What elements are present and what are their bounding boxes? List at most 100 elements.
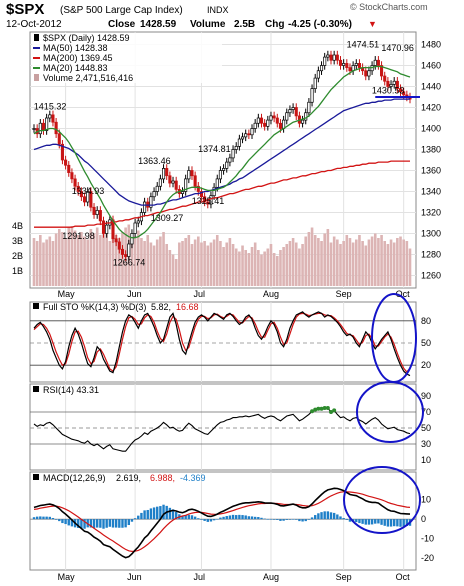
sto-legend-d: 16.68 [176, 302, 199, 312]
macd-histogram-bar [241, 515, 244, 520]
macd-histogram-bar [250, 516, 254, 520]
candle-body [367, 70, 371, 77]
macd-histogram-bar [159, 506, 162, 520]
candle-body [86, 191, 90, 203]
sto-legend-k: 5.82, [151, 302, 171, 312]
candle-body [304, 112, 308, 121]
macd-histogram-bar [269, 518, 273, 520]
macd-histogram-bar [162, 504, 165, 520]
volume-bar [222, 247, 225, 286]
candle-body [307, 101, 311, 114]
volume-bar [155, 239, 159, 286]
candle-body [149, 196, 153, 208]
moving-averages [33, 65, 420, 239]
macd-panel-content: -20 -10 0 10 [30, 487, 434, 563]
price-candles [32, 50, 412, 261]
macd-histogram-bar [399, 519, 402, 527]
macd-histogram-bar [231, 514, 235, 520]
legend-entry: Volume 2,471,516,416 [43, 73, 133, 83]
x-tick-label-top: Jul [193, 289, 205, 299]
sto-tick-label: 80 [421, 316, 431, 326]
macd-histogram-bar [386, 519, 390, 527]
volume-bar [203, 241, 206, 286]
candle-body [275, 117, 279, 124]
macd-legend: MACD(12,26,9) 2.619, 6.988, -4.369 [33, 473, 206, 483]
price-annotation: 1266.74 [113, 257, 146, 267]
candle-body [259, 117, 264, 124]
macd-histogram-bar [355, 519, 358, 523]
volume-bar [383, 241, 387, 286]
volume-bar [342, 241, 345, 286]
macd-histogram-bar [314, 515, 317, 520]
volume-bar [48, 236, 52, 286]
macd-histogram-bar [244, 515, 247, 520]
macd-histogram-bar [174, 511, 178, 520]
macd-histogram-bar [51, 517, 55, 520]
macd-histogram-bar [54, 519, 58, 520]
legend-background [32, 33, 222, 83]
close-label: Close [108, 19, 136, 30]
macd-histogram-bar [102, 519, 105, 529]
volume-bar [253, 242, 257, 286]
volume-bar [380, 235, 383, 286]
candle-body [250, 128, 254, 136]
candle-body [332, 54, 336, 61]
candle-body [127, 243, 131, 257]
volume-bar [402, 239, 405, 286]
sto-panel-content: 20 50 80 [30, 311, 431, 377]
macd-histogram-bar [326, 511, 330, 520]
price-annotation: 1334.93 [72, 186, 105, 196]
candle-body [124, 254, 128, 257]
x-tick-label-bottom: Oct [396, 572, 411, 582]
macd-histogram-bar [190, 515, 194, 520]
macd-histogram-bar [323, 511, 326, 520]
volume-bar [238, 251, 241, 286]
volume-bar [206, 245, 210, 286]
candle-body [117, 241, 121, 250]
price-axis: 1260 1280 1300 1320 1340 1360 1380 1400 1420 1440… [12, 40, 441, 281]
price-tick-label: 1440 [421, 82, 441, 92]
rsi-highlight-circle [356, 381, 424, 443]
candle-body [329, 54, 333, 61]
macd-histogram-bar [143, 510, 146, 520]
volume-bar [332, 236, 336, 286]
volume-bar [140, 238, 143, 286]
candle-body [278, 122, 283, 129]
volume-bar [114, 235, 118, 286]
rsi-overbought-marker [319, 406, 324, 411]
macd-histogram-bar [342, 517, 345, 520]
candle-body [51, 114, 55, 123]
volume-bar [228, 238, 232, 286]
volume-bar [386, 244, 390, 286]
candle-body [136, 220, 140, 224]
volume-bar [80, 232, 83, 286]
macd-histogram-bar [58, 519, 61, 522]
candle-body [180, 191, 185, 194]
volume-bar [219, 241, 222, 286]
macd-histogram-bar [304, 519, 307, 522]
macd-histogram-bar [389, 519, 393, 527]
volume-bar [263, 251, 266, 286]
volume-bar [39, 235, 42, 286]
volume-bar [320, 241, 323, 286]
price-tick-label: 1380 [421, 145, 441, 155]
sto-legend-swatch [33, 303, 39, 309]
volume-bar [310, 227, 314, 286]
volume-bar [105, 232, 108, 286]
volume-bar [358, 235, 361, 286]
macd-histogram-bar [124, 519, 127, 528]
volume-bar [225, 242, 229, 286]
volume-bar [165, 244, 169, 286]
macd-histogram-bar [336, 514, 339, 520]
volume-bar [272, 253, 276, 286]
volume-bar [266, 248, 270, 286]
macd-tick-label: 10 [421, 495, 431, 505]
sto-tick-label: 20 [421, 360, 431, 370]
candle-body [256, 117, 260, 124]
volume-bar [190, 244, 194, 286]
exchange-label: INDX [207, 5, 229, 15]
macd-histogram-bar [370, 519, 374, 525]
volume-bar [279, 250, 282, 286]
rsi-overbought-marker [316, 406, 321, 411]
legend-entry: MA(50) 1428.38 [43, 43, 108, 53]
